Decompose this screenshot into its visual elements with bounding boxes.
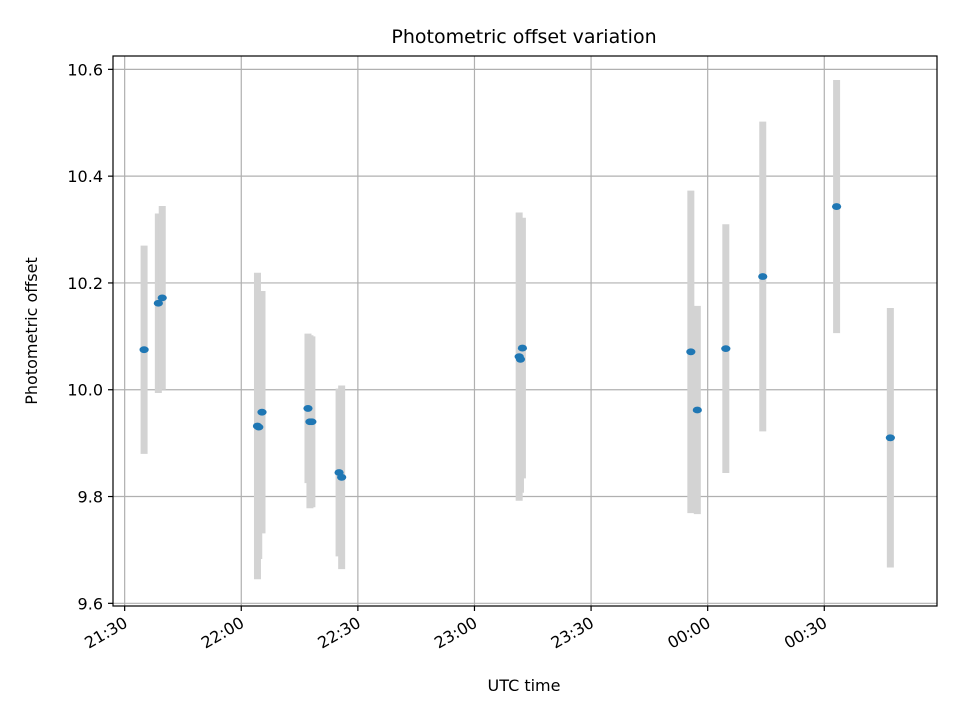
data-point xyxy=(303,405,313,412)
y-axis: 9.6 9.8 10.0 10.2 10.4 10.6 xyxy=(67,60,113,613)
data-point xyxy=(686,348,696,356)
y-tick-label: 10.0 xyxy=(67,381,103,400)
data-point xyxy=(721,345,731,353)
x-axis-title: UTC time xyxy=(488,676,561,695)
data-point xyxy=(515,355,526,363)
x-axis: 21:30 22:00 22:30 23:00 23:30 00:00 00:30 xyxy=(81,606,830,653)
chart-title: Photometric offset variation xyxy=(391,26,656,48)
data-point xyxy=(257,408,267,416)
data-point xyxy=(831,203,842,210)
y-tick-label: 9.6 xyxy=(78,594,103,613)
data-point xyxy=(254,423,264,431)
x-tick-label: 21:30 xyxy=(81,613,130,653)
y-axis-title: Photometric offset xyxy=(22,257,41,405)
data-point xyxy=(337,473,347,481)
data-point xyxy=(307,418,317,426)
x-tick-label: 00:30 xyxy=(781,613,830,653)
x-tick-label: 23:30 xyxy=(548,613,597,653)
x-tick-label: 23:00 xyxy=(431,613,480,653)
data-point xyxy=(153,299,163,307)
data-point xyxy=(692,406,702,414)
x-tick-label: 00:00 xyxy=(664,613,713,653)
x-tick-label: 22:00 xyxy=(198,613,247,653)
grid xyxy=(113,56,937,606)
data-point xyxy=(885,434,895,442)
y-tick-label: 10.4 xyxy=(67,167,103,186)
data-point xyxy=(758,273,768,280)
y-tick-label: 10.2 xyxy=(67,274,103,293)
error-bars xyxy=(140,80,894,580)
plot-area-frame xyxy=(112,55,938,607)
y-tick-label: 10.6 xyxy=(67,60,103,79)
data-points xyxy=(139,203,895,481)
x-tick-label: 22:30 xyxy=(314,613,363,653)
data-point xyxy=(157,294,167,302)
y-tick-label: 9.8 xyxy=(78,488,103,507)
data-point xyxy=(139,346,149,354)
data-point xyxy=(517,344,528,352)
